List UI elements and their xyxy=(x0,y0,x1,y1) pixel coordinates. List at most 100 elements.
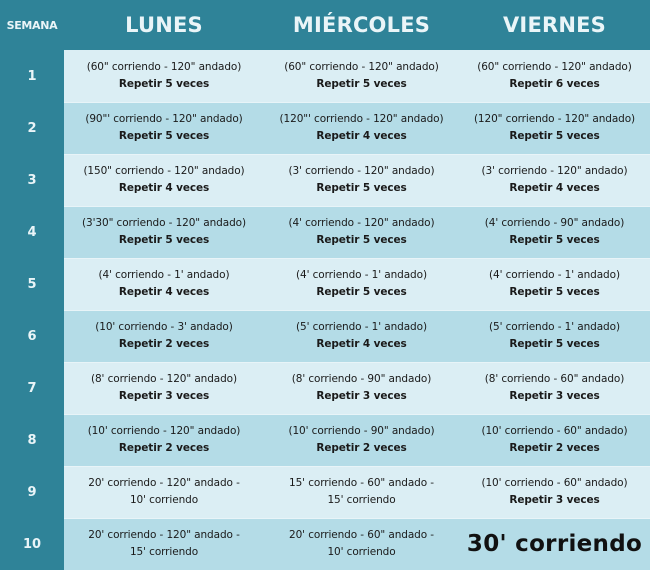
cell-miercoles: (4' corriendo - 1' andado) Repetir 5 vece… xyxy=(264,258,459,310)
interval-text: (4' corriendo - 1' andado) xyxy=(98,269,230,281)
interval-text: (3'30" corriendo - 120" andado) xyxy=(82,217,246,229)
cell-viernes: (5' corriendo - 1' andado) Repetir 5 vece… xyxy=(459,310,650,362)
cell-lunes: 20' corriendo - 120" andado - 15' corrien… xyxy=(64,518,264,570)
table-row: 7 (8' corriendo - 120" andado) Repetir 3 v… xyxy=(0,362,650,414)
repeat-text: Repetir 5 veces xyxy=(509,338,600,350)
interval-text: (10' corriendo - 60" andado) xyxy=(481,425,628,437)
cell-viernes: (3' corriendo - 120" andado) Repetir 4 ve… xyxy=(459,154,650,206)
interval-text-continued: 15' corriendo xyxy=(129,546,199,558)
header-friday: VIERNES xyxy=(502,13,607,37)
interval-text: (60" corriendo - 120" andado) xyxy=(477,61,632,73)
repeat-text: Repetir 4 veces xyxy=(118,286,210,298)
row-divider xyxy=(64,310,650,311)
interval-text: (3' corriendo - 120" andado) xyxy=(288,165,435,177)
cell-miercoles: (3' corriendo - 120" andado) Repetir 5 ve… xyxy=(264,154,459,206)
table-row: 5 (4' corriendo - 1' andado) Repetir 4 vec… xyxy=(0,258,650,310)
interval-text: (120" corriendo - 120" andado) xyxy=(473,113,636,125)
interval-text: (8' corriendo - 90" andado) xyxy=(291,373,432,385)
cell-lunes: (3'30" corriendo - 120" andado) Repetir 5… xyxy=(64,206,264,258)
cell-viernes: (10' corriendo - 60" andado) Repetir 2 ve… xyxy=(459,414,650,466)
cell-miercoles: (4' corriendo - 120" andado) Repetir 5 ve… xyxy=(264,206,459,258)
repeat-text: Repetir 2 veces xyxy=(118,442,210,454)
cell-miercoles: (5' corriendo - 1' andado) Repetir 4 vece… xyxy=(264,310,459,362)
row-divider xyxy=(64,518,650,519)
repeat-text: Repetir 4 veces xyxy=(509,182,600,194)
repeat-text: Repetir 4 veces xyxy=(316,130,407,142)
cell-miercoles: 15' corriendo - 60" andado - 15' corriend… xyxy=(264,466,459,518)
table-row: 1 (60" corriendo - 120" andado) Repetir 5 … xyxy=(0,50,650,102)
week-number: 3 xyxy=(0,154,64,206)
repeat-text: Repetir 5 veces xyxy=(316,234,407,246)
repeat-text: Repetir 5 veces xyxy=(316,286,407,298)
table-row: 6 (10' corriendo - 3' andado) Repetir 2 ve… xyxy=(0,310,650,362)
header-monday: LUNES xyxy=(125,13,203,37)
table-row: 9 20' corriendo - 120" andado - 10' corrie… xyxy=(0,466,650,518)
repeat-text: Repetir 5 veces xyxy=(509,286,600,298)
week-number: 9 xyxy=(0,466,64,518)
highlight-text: 30' corriendo xyxy=(466,531,643,557)
repeat-text: Repetir 5 veces xyxy=(316,182,407,194)
table-row: 3 (150" corriendo - 120" andado) Repetir 4… xyxy=(0,154,650,206)
interval-text: (3' corriendo - 120" andado) xyxy=(481,165,628,177)
interval-text: (60" corriendo - 120" andado) xyxy=(86,61,242,73)
row-divider xyxy=(64,206,650,207)
interval-text: (4' corriendo - 1' andado) xyxy=(296,269,427,281)
interval-text: (8' corriendo - 60" andado) xyxy=(484,373,625,385)
row-divider xyxy=(64,466,650,467)
interval-text: (10' corriendo - 120" andado) xyxy=(87,425,241,437)
cell-lunes: (4' corriendo - 1' andado) Repetir 4 vece… xyxy=(64,258,264,310)
cell-viernes: 30' corriendo xyxy=(459,518,650,570)
cell-lunes: (60" corriendo - 120" andado) Repetir 5 v… xyxy=(64,50,264,102)
week-number: 4 xyxy=(0,206,64,258)
cell-viernes: (4' corriendo - 90" andado) Repetir 5 vec… xyxy=(459,206,650,258)
row-divider xyxy=(64,102,650,103)
header-wednesday: MIÉRCOLES xyxy=(292,13,431,37)
repeat-text: Repetir 3 veces xyxy=(509,390,600,402)
interval-text: (4' corriendo - 1' andado) xyxy=(489,269,620,281)
interval-text: (150" corriendo - 120" andado) xyxy=(83,165,245,177)
repeat-text: Repetir 6 veces xyxy=(509,78,600,90)
repeat-text: Repetir 3 veces xyxy=(509,494,600,506)
cell-viernes: (120" corriendo - 120" andado) Repetir 5 … xyxy=(459,102,650,154)
week-number: 8 xyxy=(0,414,64,466)
table-row: 8 (10' corriendo - 120" andado) Repetir 2 … xyxy=(0,414,650,466)
interval-text: (120"' corriendo - 120" andado) xyxy=(279,113,444,125)
table-row: 4 (3'30" corriendo - 120" andado) Repetir … xyxy=(0,206,650,258)
cell-miercoles: (10' corriendo - 90" andado) Repetir 2 ve… xyxy=(264,414,459,466)
repeat-text: Repetir 3 veces xyxy=(316,390,407,402)
week-number: 6 xyxy=(0,310,64,362)
repeat-text: Repetir 4 veces xyxy=(118,182,210,194)
cell-viernes: (10' corriendo - 60" andado) Repetir 3 ve… xyxy=(459,466,650,518)
cell-viernes: (8' corriendo - 60" andado) Repetir 3 vec… xyxy=(459,362,650,414)
interval-text: (5' corriendo - 1' andado) xyxy=(296,321,427,333)
interval-text: (4' corriendo - 90" andado) xyxy=(484,217,625,229)
interval-text: (4' corriendo - 120" andado) xyxy=(288,217,435,229)
table-row: 2 (90"' corriendo - 120" andado) Repetir 5… xyxy=(0,102,650,154)
interval-text: 20' corriendo - 120" andado - xyxy=(88,477,240,489)
repeat-text: Repetir 5 veces xyxy=(118,234,210,246)
week-number: 2 xyxy=(0,102,64,154)
interval-text: (60" corriendo - 120" andado) xyxy=(284,61,439,73)
repeat-text: Repetir 2 veces xyxy=(509,442,600,454)
header-week: SEMANA xyxy=(6,18,58,32)
row-divider xyxy=(64,362,650,363)
row-divider xyxy=(64,414,650,415)
interval-text-continued: 10' corriendo xyxy=(129,494,199,506)
interval-text: (10' corriendo - 90" andado) xyxy=(288,425,435,437)
repeat-text: Repetir 3 veces xyxy=(118,390,210,402)
cell-miercoles: (120"' corriendo - 120" andado) Repetir 4… xyxy=(264,102,459,154)
week-number: 10 xyxy=(0,518,64,570)
repeat-text: Repetir 2 veces xyxy=(118,338,210,350)
cell-lunes: (90"' corriendo - 120" andado) Repetir 5 … xyxy=(64,102,264,154)
interval-text: (8' corriendo - 120" andado) xyxy=(90,373,237,385)
week-number: 5 xyxy=(0,258,64,310)
interval-text-continued: 10' corriendo xyxy=(327,546,396,558)
interval-text: 20' corriendo - 60" andado - xyxy=(289,529,434,541)
interval-text: (10' corriendo - 60" andado) xyxy=(481,477,628,489)
cell-lunes: (8' corriendo - 120" andado) Repetir 3 ve… xyxy=(64,362,264,414)
week-number: 7 xyxy=(0,362,64,414)
cell-lunes: 20' corriendo - 120" andado - 10' corrien… xyxy=(64,466,264,518)
row-divider xyxy=(64,258,650,259)
cell-miercoles: (8' corriendo - 90" andado) Repetir 3 vec… xyxy=(264,362,459,414)
